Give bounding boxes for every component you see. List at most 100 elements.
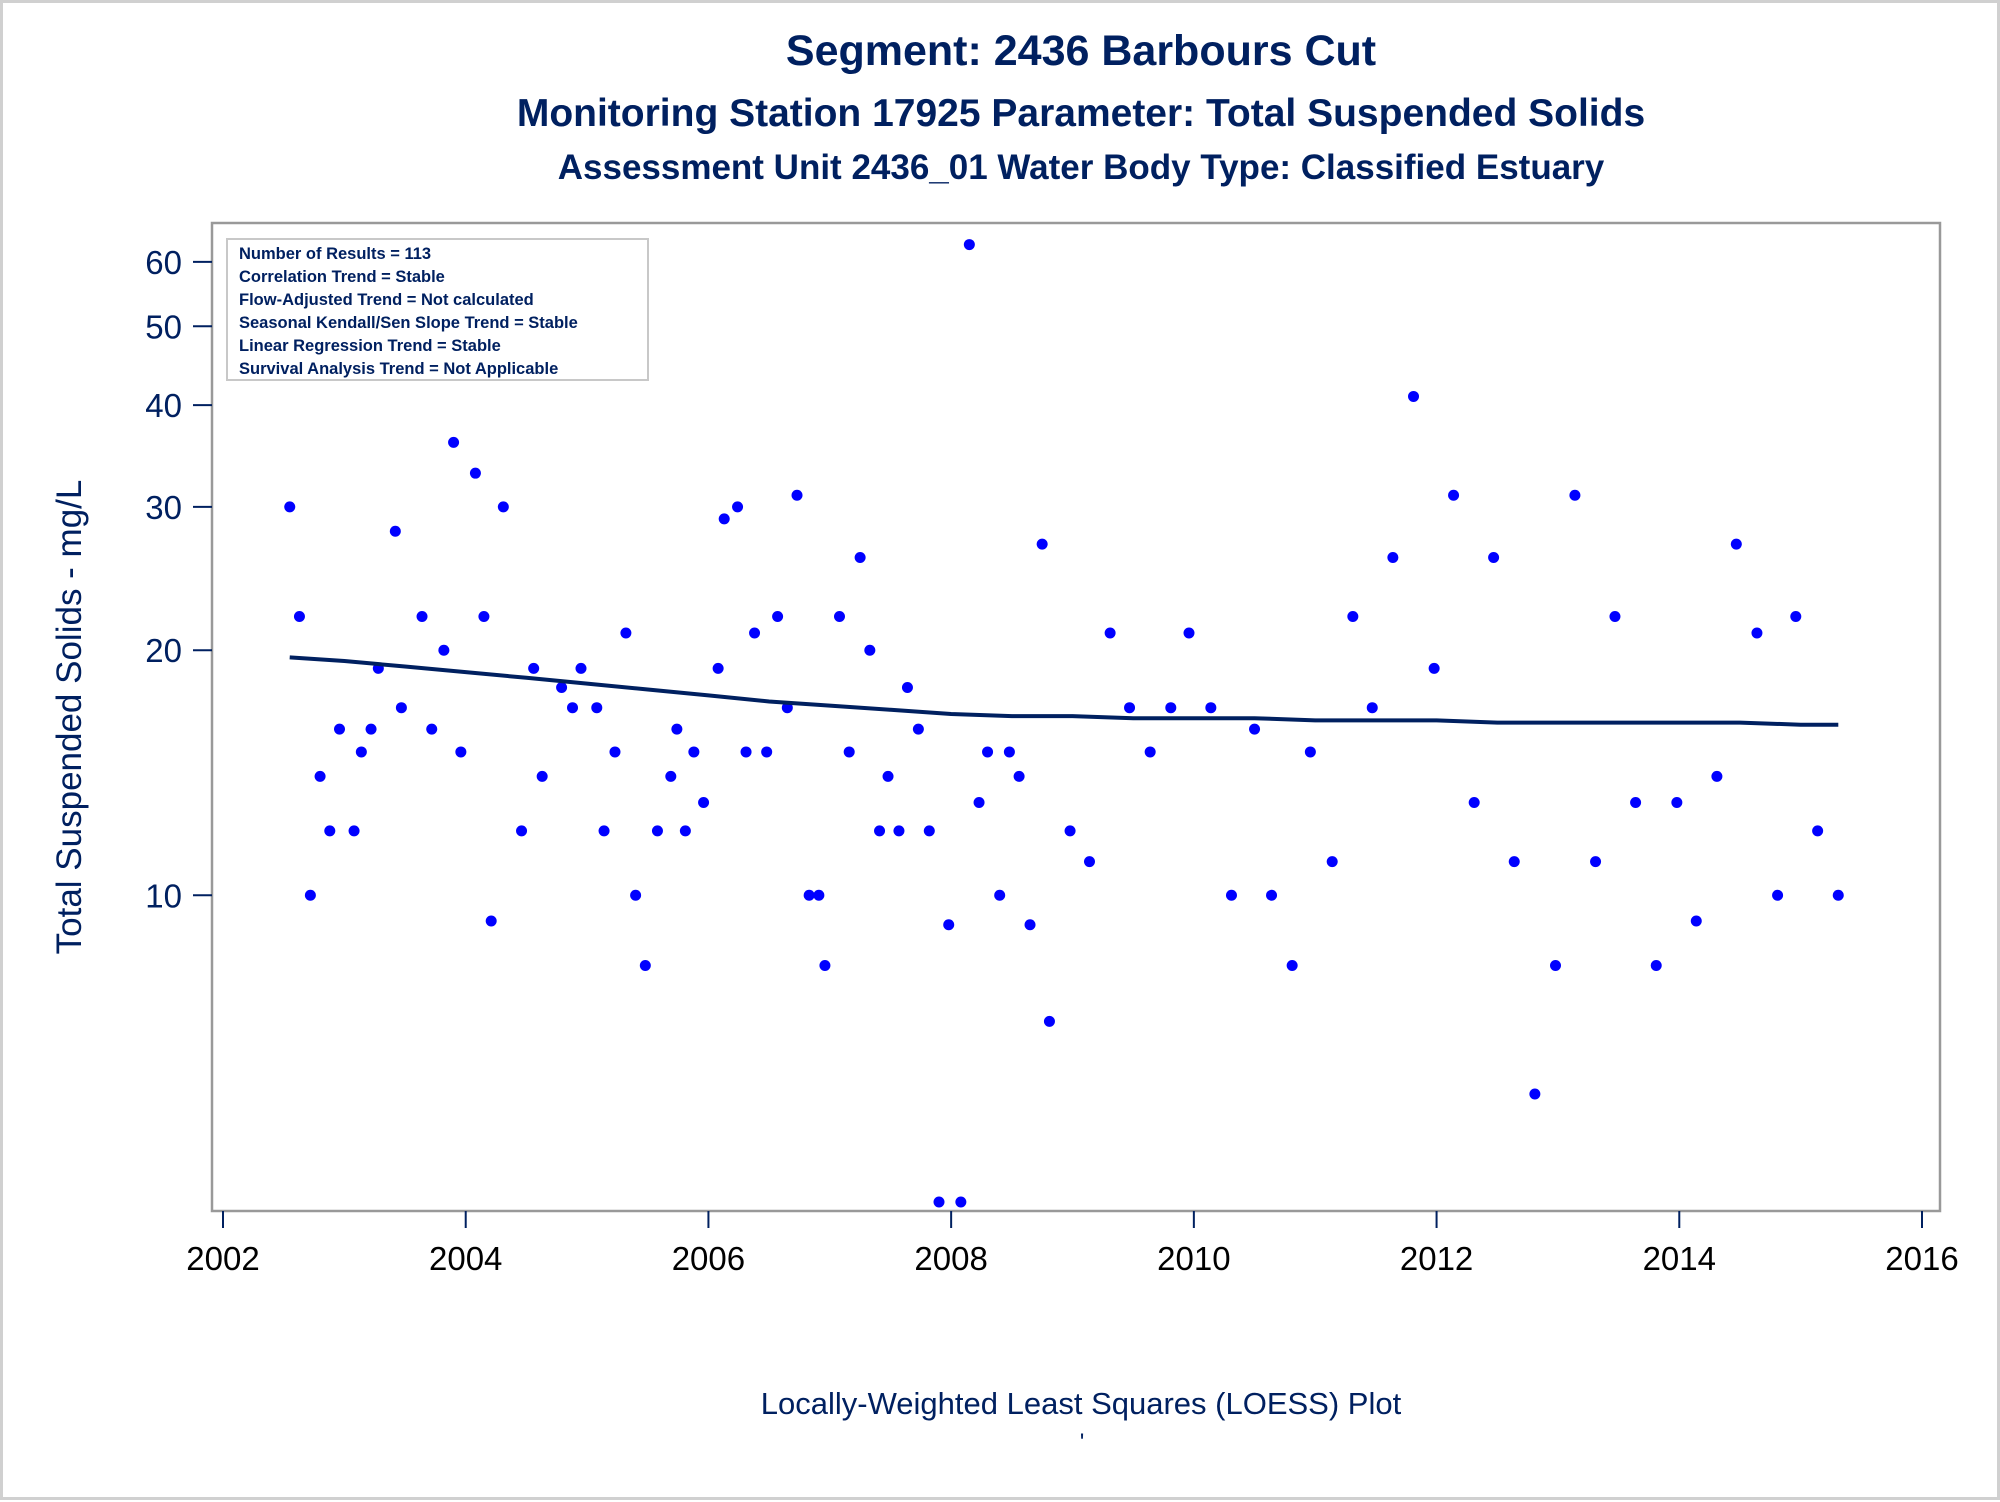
data-point	[516, 825, 528, 837]
data-point	[314, 770, 326, 782]
data-point	[893, 825, 905, 837]
info-box-frame	[226, 238, 649, 381]
data-point	[1408, 390, 1420, 402]
data-point	[882, 770, 894, 782]
y-tick-label: 10	[145, 877, 182, 914]
data-point	[609, 746, 621, 758]
data-point	[1812, 825, 1824, 837]
data-point	[620, 627, 632, 639]
info-line: Correlation Trend = Stable	[239, 268, 445, 286]
data-point	[1003, 746, 1015, 758]
chart-svg: Segment: 2436 Barbours Cut Monitoring St…	[50, 27, 1959, 1456]
info-line: Survival Analysis Trend = Not Applicable	[239, 360, 558, 378]
data-point	[864, 644, 876, 656]
data-point	[803, 889, 815, 901]
x-tick-label: 2010	[1157, 1240, 1230, 1277]
data-point	[348, 825, 360, 837]
data-point	[1630, 797, 1642, 809]
data-point	[994, 889, 1006, 901]
data-point	[395, 702, 407, 714]
data-point	[718, 513, 730, 525]
data-point	[567, 702, 579, 714]
data-point	[334, 723, 346, 735]
x-axis: 2002 2004 2006 2008 2010 2012 2014 2016	[186, 1211, 1959, 1277]
data-point	[416, 611, 428, 623]
data-point	[1751, 627, 1763, 639]
data-point	[536, 770, 548, 782]
info-line: Flow-Adjusted Trend = Not calculated	[239, 291, 534, 309]
data-point	[1083, 856, 1095, 868]
data-point	[1550, 959, 1562, 971]
x-tick-label: 2006	[672, 1240, 745, 1277]
data-point	[639, 959, 651, 971]
data-point	[1790, 611, 1802, 623]
data-point	[761, 746, 773, 758]
data-point	[1387, 551, 1399, 563]
data-point	[665, 770, 677, 782]
data-point	[1165, 702, 1177, 714]
data-point	[598, 825, 610, 837]
data-point	[732, 501, 744, 513]
data-point	[1772, 889, 1784, 901]
data-point	[772, 611, 784, 623]
data-point	[365, 723, 377, 735]
x-tick-label: 2014	[1643, 1240, 1716, 1277]
data-point	[1124, 702, 1136, 714]
loess-layer	[289, 655, 1839, 727]
footnote-mark: '	[1080, 1429, 1085, 1456]
y-axis: 10 20 30 40 50 60	[145, 244, 212, 914]
data-point	[963, 239, 975, 251]
data-point	[791, 489, 803, 501]
x-tick-label: 2008	[914, 1240, 987, 1277]
data-point	[854, 551, 866, 563]
data-point	[1529, 1088, 1541, 1100]
data-point	[556, 681, 568, 693]
data-point	[1711, 770, 1723, 782]
data-point	[1144, 746, 1156, 758]
data-point	[1036, 538, 1048, 550]
info-line: Number of Results = 113	[239, 245, 431, 263]
data-point	[1468, 797, 1480, 809]
data-point	[819, 959, 831, 971]
loess-line	[289, 655, 1839, 727]
data-point	[389, 525, 401, 537]
data-point	[485, 915, 497, 927]
data-point	[478, 611, 490, 623]
data-point	[943, 919, 955, 931]
data-point	[469, 467, 481, 479]
data-point	[1249, 723, 1261, 735]
footnote: Locally-Weighted Least Squares (LOESS) P…	[761, 1386, 1402, 1421]
x-tick-label: 2004	[429, 1240, 502, 1277]
data-point	[982, 746, 994, 758]
data-point	[284, 501, 296, 513]
data-point	[973, 797, 985, 809]
data-point	[591, 702, 603, 714]
data-point	[324, 825, 336, 837]
chart-subtitle-2: Assessment Unit 2436_01 Water Body Type:…	[558, 148, 1605, 187]
data-point	[740, 746, 752, 758]
data-point	[1508, 856, 1520, 868]
y-tick-label: 50	[145, 308, 182, 345]
data-point	[1590, 856, 1602, 868]
data-point	[1347, 611, 1359, 623]
y-tick-label: 40	[145, 387, 182, 424]
data-point	[874, 825, 886, 837]
data-point	[293, 611, 305, 623]
data-point	[1650, 959, 1662, 971]
data-point	[688, 746, 700, 758]
y-tick-label: 60	[145, 244, 182, 281]
data-point	[955, 1196, 967, 1208]
data-point	[1690, 915, 1702, 927]
data-point	[1064, 825, 1076, 837]
y-tick-label: 20	[145, 632, 182, 669]
chart-title: Segment: 2436 Barbours Cut	[786, 27, 1376, 75]
data-point	[923, 825, 935, 837]
data-point	[1569, 489, 1581, 501]
data-point	[438, 644, 450, 656]
data-point	[933, 1196, 945, 1208]
data-point	[1448, 489, 1460, 501]
points-layer	[284, 239, 1844, 1208]
data-point	[1832, 889, 1844, 901]
y-tick-label: 30	[145, 489, 182, 526]
data-point	[1183, 627, 1195, 639]
